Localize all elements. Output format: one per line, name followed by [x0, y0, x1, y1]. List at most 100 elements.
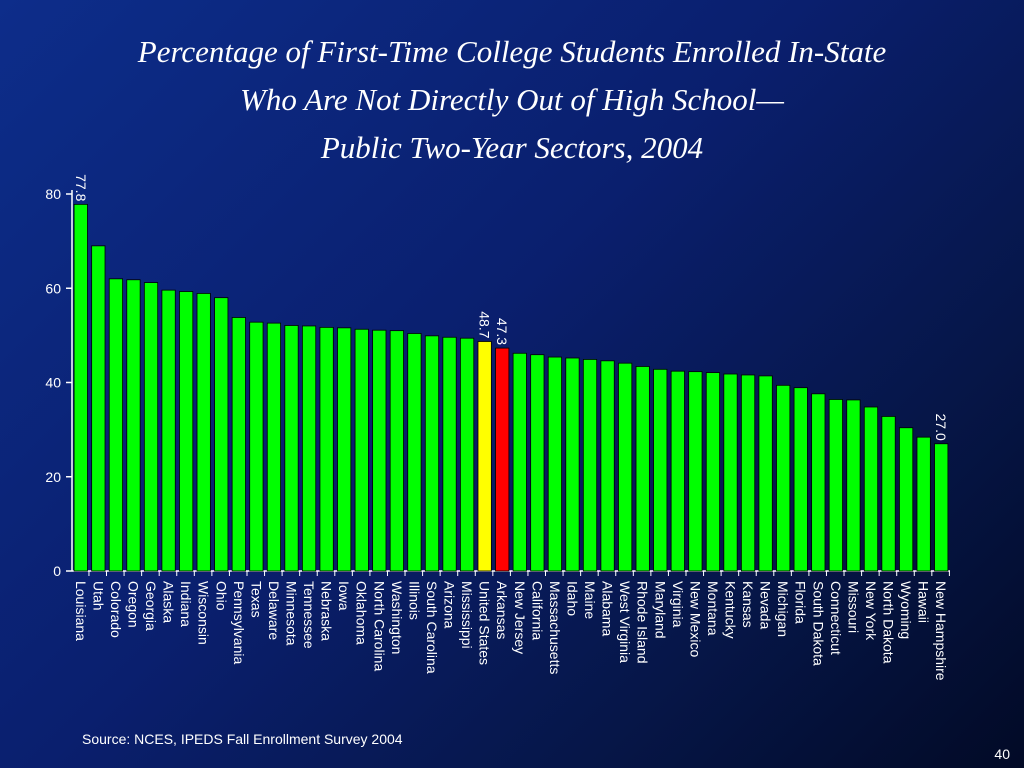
x-tick-label-utah: Utah — [90, 581, 106, 611]
title-line-3: Public Two-Year Sectors, 2004 — [320, 130, 704, 165]
bar-arkansas — [495, 347, 510, 572]
x-tick-label-kentucky: Kentucky — [723, 581, 739, 639]
x-tick-label-california: California — [529, 581, 545, 640]
bar-maine — [582, 359, 598, 572]
bar-wisconsin — [196, 293, 211, 572]
bar-hawaii — [916, 436, 931, 572]
bar-minnesota — [284, 325, 299, 572]
x-tick-label-alaska: Alaska — [161, 581, 177, 623]
bar-missouri — [846, 399, 861, 572]
bar-louisiana — [73, 203, 88, 572]
x-tick-label-pennsylvania: Pennsylvania — [231, 581, 247, 664]
bar-rhode-island — [635, 366, 650, 572]
bar-new-jersey — [512, 352, 527, 572]
bar-south-carolina — [424, 335, 440, 572]
bar-arizona — [442, 336, 457, 572]
bar-maryland — [653, 368, 668, 572]
x-tick-label-montana: Montana — [705, 581, 721, 636]
bar-wyoming — [899, 427, 914, 572]
bar-new-york — [863, 406, 879, 572]
x-tick-label-new-york: New York — [863, 581, 879, 641]
title-line-1: Percentage of First-Time College Student… — [137, 34, 887, 69]
x-tick-label-north-dakota: North Dakota — [881, 581, 897, 664]
y-tick-label-60: 60 — [45, 280, 61, 296]
page-number: 40 — [994, 746, 1010, 762]
bar-united-states — [477, 341, 492, 572]
bar-ohio — [214, 297, 229, 572]
x-tick-label-minnesota: Minnesota — [284, 581, 300, 646]
x-tick-label-hawaii: Hawaii — [916, 581, 932, 623]
x-tick-label-wisconsin: Wisconsin — [196, 581, 212, 645]
x-tick-label-tennessee: Tennessee — [301, 581, 317, 649]
x-tick-label-west-virginia: West Virginia — [617, 581, 633, 663]
x-tick-label-indiana: Indiana — [178, 581, 194, 627]
x-tick-label-north-carolina: North Carolina — [371, 581, 387, 671]
bar-georgia — [143, 282, 159, 572]
x-tick-label-south-carolina: South Carolina — [424, 581, 440, 674]
bar-montana — [705, 372, 721, 572]
y-tick-label-80: 80 — [45, 186, 61, 202]
x-tick-label-south-dakota: South Dakota — [810, 581, 826, 666]
x-tick-label-virginia: Virginia — [670, 581, 686, 628]
bar-south-dakota — [811, 393, 826, 572]
y-tick-label-0: 0 — [53, 563, 61, 579]
bar-oklahoma — [354, 328, 369, 572]
bar-kentucky — [723, 373, 738, 572]
source-note: Source: NCES, IPEDS Fall Enrollment Surv… — [82, 731, 403, 747]
x-tick-label-louisiana: Louisiana — [73, 581, 89, 641]
x-tick-label-arkansas: Arkansas — [494, 581, 510, 639]
data-label-new-hampshire: 27.0 — [933, 414, 949, 441]
x-tick-label-alabama: Alabama — [600, 581, 616, 636]
bar-nebraska — [319, 326, 334, 572]
x-tick-label-missouri: Missouri — [845, 581, 861, 633]
x-tick-label-colorado: Colorado — [108, 581, 124, 638]
x-tick-label-ohio: Ohio — [213, 581, 229, 611]
x-tick-label-maine: Maine — [582, 581, 598, 619]
x-tick-label-connecticut: Connecticut — [828, 581, 844, 655]
x-tick-label-idaho: Idaho — [564, 581, 580, 616]
bar-tennessee — [301, 325, 317, 572]
x-tick-label-new-mexico: New Mexico — [687, 581, 703, 657]
bar-connecticut — [828, 399, 843, 572]
bar-illinois — [407, 333, 422, 572]
x-tick-label-maryland: Maryland — [652, 581, 668, 639]
x-tick-label-nebraska: Nebraska — [319, 581, 335, 641]
title-line-2: Who Are Not Directly Out of High School— — [240, 82, 784, 117]
bar-california — [530, 354, 545, 572]
x-tick-label-wyoming: Wyoming — [898, 581, 914, 639]
bar-washington — [389, 330, 404, 572]
bar-alaska — [161, 289, 176, 572]
x-tick-label-delaware: Delaware — [266, 581, 282, 640]
x-tick-label-arizona: Arizona — [442, 581, 458, 629]
bar-pennsylvania — [231, 317, 246, 572]
x-tick-label-florida: Florida — [793, 581, 809, 624]
x-tick-label-illinois: Illinois — [406, 581, 422, 620]
bar-iowa — [337, 327, 352, 572]
y-tick-label-20: 20 — [45, 469, 61, 485]
bar-virginia — [670, 370, 685, 572]
bar-new-hampshire — [934, 443, 949, 572]
bar-utah — [91, 245, 106, 572]
x-tick-label-georgia: Georgia — [143, 581, 159, 631]
x-tick-label-kansas: Kansas — [740, 581, 756, 628]
bar-nevada — [758, 375, 773, 572]
bar-michigan — [776, 384, 791, 572]
bar-oregon — [126, 279, 141, 572]
x-tick-label-iowa: Iowa — [336, 581, 352, 611]
bar-idaho — [565, 357, 580, 572]
bar-alabama — [600, 360, 615, 572]
bar-west-virginia — [618, 362, 633, 572]
x-tick-label-oklahoma: Oklahoma — [354, 581, 370, 645]
bar-delaware — [266, 322, 282, 572]
x-tick-label-oregon: Oregon — [125, 581, 141, 628]
x-tick-label-new-jersey: New Jersey — [512, 581, 528, 654]
bar-texas — [249, 321, 264, 572]
y-tick-label-40: 40 — [45, 375, 61, 391]
data-label-louisiana: 77.8 — [73, 174, 89, 201]
bar-indiana — [179, 291, 194, 572]
bar-colorado — [108, 278, 123, 572]
x-tick-label-massachusetts: Massachusetts — [547, 581, 563, 674]
bar-north-dakota — [881, 416, 896, 572]
x-tick-label-new-hampshire: New Hampshire — [933, 581, 949, 681]
